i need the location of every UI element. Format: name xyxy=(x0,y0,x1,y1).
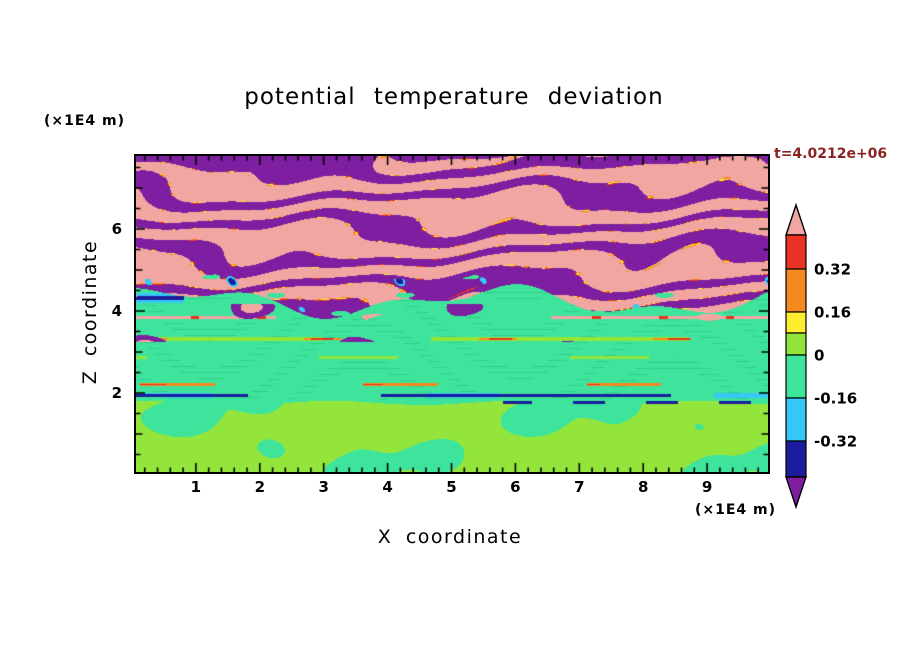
x-tick-label: 2 xyxy=(254,478,266,496)
colorbar: 0.32 0.16 0 -0.16 -0.32 xyxy=(785,202,857,510)
colorbar-segment xyxy=(785,234,807,270)
x-tick-label: 9 xyxy=(701,478,713,496)
colorbar-arrow-top xyxy=(785,202,807,236)
x-tick-label: 1 xyxy=(190,478,202,496)
heatmap-canvas xyxy=(136,156,768,472)
x-tick-label: 4 xyxy=(382,478,393,496)
x-tick-label: 5 xyxy=(446,478,457,496)
time-label: t=4.0212e+06 xyxy=(774,146,888,162)
x-tick-label: 8 xyxy=(637,478,649,496)
x-tick-label: 6 xyxy=(510,478,521,496)
colorbar-label: -0.32 xyxy=(814,433,857,451)
colorbar-segment xyxy=(785,397,807,442)
x-tick-label: 7 xyxy=(574,478,585,496)
colorbar-label: 0.32 xyxy=(814,261,851,279)
plot-area xyxy=(134,154,770,474)
chart-title: potential temperature deviation xyxy=(244,84,664,110)
colorbar-segment xyxy=(785,268,807,313)
x-tick-label: 3 xyxy=(318,478,329,496)
y-axis-unit: (×1E4 m) xyxy=(44,113,126,129)
colorbar-arrow-bottom xyxy=(785,476,807,510)
colorbar-segment xyxy=(785,354,807,399)
colorbar-label: -0.16 xyxy=(814,390,857,408)
y-tick-label: 6 xyxy=(111,220,122,238)
x-axis-unit: (×1E4 m) xyxy=(694,502,776,518)
y-tick-label: 2 xyxy=(111,384,122,402)
colorbar-segment xyxy=(785,332,807,356)
colorbar-label: 0 xyxy=(814,347,824,365)
y-tick-label: 4 xyxy=(111,302,122,320)
x-axis-label: X coordinate xyxy=(377,526,523,548)
colorbar-segment xyxy=(785,440,807,478)
colorbar-segment xyxy=(785,311,807,334)
colorbar-label: 0.16 xyxy=(814,304,851,322)
